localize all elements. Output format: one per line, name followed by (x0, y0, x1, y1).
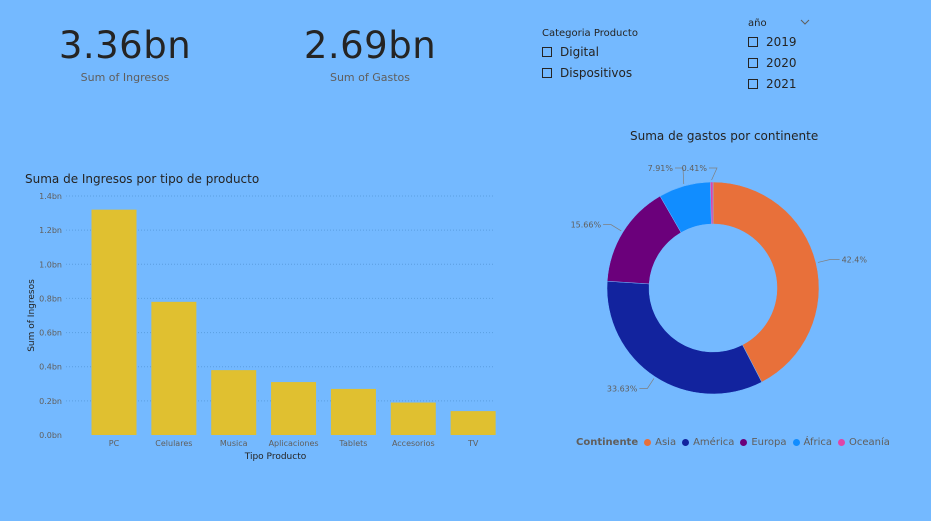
y-tick-label: 0.6bn (39, 329, 62, 338)
donut-chart: 42.4% 33.63% 15.66% 7.91% 0.41% (571, 164, 868, 395)
legend-label: Asia (655, 437, 677, 448)
y-tick-label: 1.0bn (39, 260, 62, 269)
x-tick-label: Tablets (338, 439, 367, 448)
y-tick-label: 0.0bn (39, 431, 62, 440)
y-tick-label: 0.4bn (39, 363, 62, 372)
checkbox-box[interactable] (542, 47, 552, 57)
legend-label: Oceanía (849, 437, 890, 448)
legend-label: Europa (751, 437, 787, 448)
donut-slice (710, 181, 714, 225)
legend-title: Continente (576, 437, 639, 448)
bar (330, 388, 376, 435)
data-label: 7.91% (648, 164, 674, 173)
legend-dot-icon (740, 439, 748, 446)
checkbox-label: 2020 (766, 56, 797, 70)
checkbox-box[interactable] (748, 79, 758, 89)
legend-item[interactable]: América (682, 437, 734, 448)
leader-line (603, 224, 622, 232)
checkbox-label: 2021 (766, 77, 797, 91)
bar (211, 370, 257, 435)
x-tick-label: Accesorios (392, 439, 435, 448)
bar (271, 382, 317, 435)
bar-chart-title: Suma de Ingresos por tipo de producto (25, 172, 260, 186)
data-label: 33.63% (607, 384, 638, 393)
x-tick-label: Musica (220, 439, 248, 448)
x-axis-label: Tipo Producto (244, 452, 307, 462)
kpi-ingresos-label: Sum of Ingresos (80, 71, 170, 84)
x-tick-label: PC (109, 439, 120, 448)
checkbox-label: Digital (560, 45, 599, 59)
legend-dot-icon (644, 439, 652, 446)
legend-item[interactable]: Oceanía (838, 437, 890, 448)
slicer-categoria-title: Categoria Producto (542, 28, 638, 39)
x-tick-label: Aplicaciones (269, 439, 319, 448)
checkbox-box[interactable] (748, 37, 758, 47)
checkbox-box[interactable] (542, 68, 552, 78)
x-tick-label: Celulares (155, 439, 192, 448)
legend-label: África (803, 437, 833, 448)
donut-legend: Continente Asia América Europa África Oceaní… (576, 437, 896, 448)
leader-line (639, 378, 655, 389)
legend-label: América (693, 437, 735, 448)
legend-item[interactable]: Europa (740, 437, 787, 448)
bar (91, 209, 137, 435)
checkbox-digital[interactable]: Digital (542, 45, 599, 59)
checkbox-label: 2019 (766, 35, 797, 49)
y-tick-label: 1.2bn (39, 226, 62, 235)
kpi-ingresos-value: 3.36bn (58, 24, 192, 67)
y-tick-label: 1.4bn (39, 192, 62, 201)
bar-chart: 0.0bn 0.2bn 0.4bn 0.6bn 0.8bn 1.0bn 1.2bn 1.4bn… (27, 192, 496, 462)
checkbox-label: Dispositivos (560, 66, 633, 80)
y-tick-label: 0.2bn (39, 397, 62, 406)
checkbox-box[interactable] (748, 58, 758, 68)
donut-chart-title: Suma de gastos por continente (630, 129, 819, 143)
legend-item[interactable]: África (792, 437, 833, 448)
legend-dot-icon (792, 439, 800, 446)
checkbox-2020[interactable]: 2020 (748, 56, 797, 70)
donut-slice (712, 181, 820, 383)
legend-dot-icon (682, 439, 690, 446)
data-label: 0.41% (682, 164, 708, 173)
bar (390, 402, 436, 435)
bar (151, 301, 197, 435)
donut-slice (606, 280, 763, 395)
leader-line (675, 167, 685, 185)
leader-line (817, 259, 840, 263)
legend-dot-icon (838, 439, 846, 446)
y-tick-label: 0.8bn (39, 294, 62, 303)
kpi-gastos-value: 2.69bn (303, 24, 437, 67)
y-axis-label: Sum of Ingresos (27, 279, 37, 352)
slicer-anio-title: año (748, 18, 767, 29)
legend-item[interactable]: Asia (644, 437, 676, 448)
chevron-down-icon[interactable] (800, 19, 810, 26)
checkbox-2021[interactable]: 2021 (748, 77, 797, 91)
data-label: 15.66% (571, 221, 602, 230)
checkbox-2019[interactable]: 2019 (748, 35, 797, 49)
kpi-gastos-label: Sum of Gastos (329, 71, 411, 84)
leader-line (709, 167, 718, 181)
data-label: 42.4% (842, 256, 868, 265)
checkbox-dispositivos[interactable]: Dispositivos (542, 66, 632, 80)
x-tick-label: TV (467, 439, 479, 448)
bar (450, 411, 496, 435)
